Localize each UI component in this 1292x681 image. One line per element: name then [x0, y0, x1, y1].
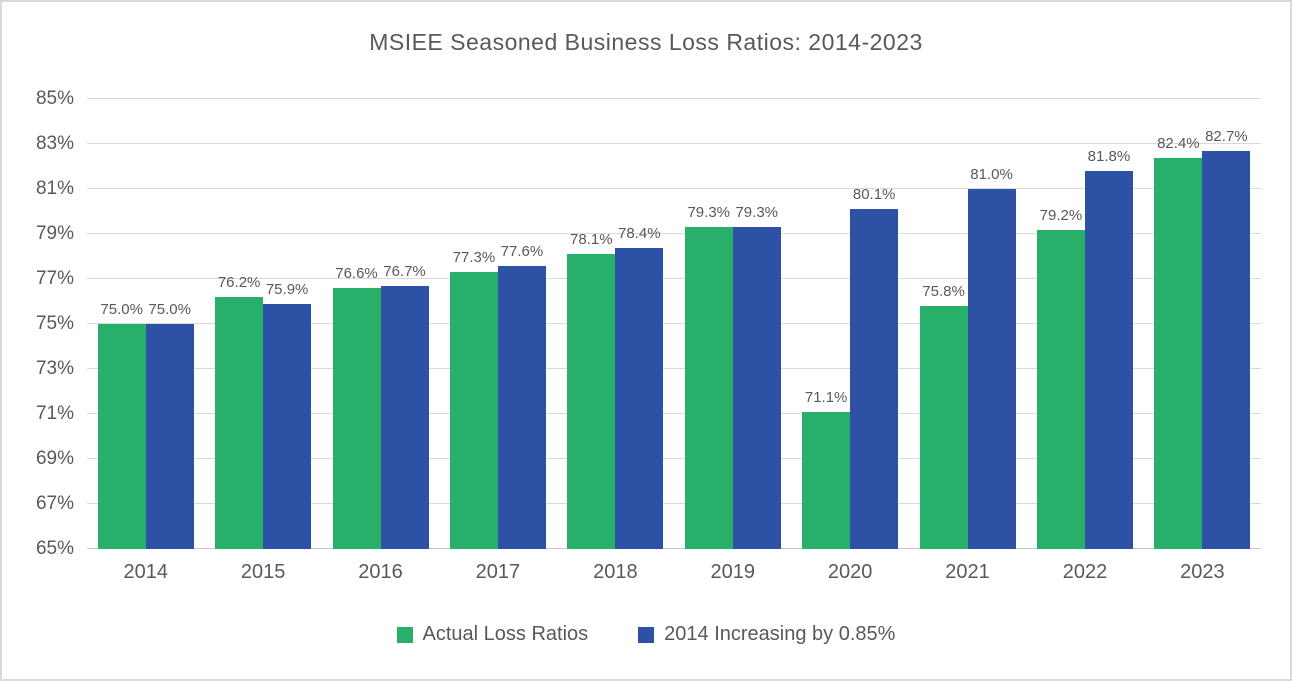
bar-value-label: 82.4% [1157, 134, 1200, 152]
bar: 76.7% [380, 263, 429, 549]
bar-value-label: 76.7% [383, 262, 426, 280]
bar-value-label: 79.3% [735, 204, 779, 222]
bar: 75.8% [919, 283, 968, 549]
legend-label: Actual Loss Ratios [422, 623, 589, 645]
bar-value-label: 77.3% [452, 249, 496, 267]
bar: 78.4% [615, 225, 664, 549]
bar-group-2017: 77.3% 77.6% [439, 99, 556, 549]
y-tick-label: 83% [35, 133, 74, 154]
legend-label: 2014 Increasing by 0.85% [664, 623, 896, 645]
y-axis: 65% 67% 69% 71% 73% 75% 77% 79% 81% 83% 85% [2, 88, 74, 559]
bar-value-label: 76.2% [217, 274, 261, 291]
bar-group-2019: 79.3% 79.3% [674, 99, 791, 549]
bar-group-2016: 76.6% 76.7% [322, 99, 439, 549]
bar: 81.8% [1084, 148, 1133, 549]
y-tick-label: 71% [35, 403, 74, 424]
x-tick-label: 2019 [710, 561, 755, 583]
bar: 79.3% [684, 204, 733, 549]
bar: 81.0% [967, 166, 1016, 549]
legend-item: 2014 Increasing by 0.85% [638, 623, 895, 646]
bar-value-label: 80.1% [852, 186, 896, 204]
bar-group-2014: 75.0% 75.0% [87, 99, 204, 549]
legend-swatch-icon [396, 626, 413, 643]
x-tick-label: 2018 [593, 561, 638, 583]
bar-value-label: 79.3% [687, 204, 731, 222]
bar-group-2020: 71.1% 80.1% [791, 99, 908, 549]
bar-value-label: 79.2% [1039, 206, 1083, 224]
bar: 76.6% [332, 265, 381, 549]
x-tick-label: 2022 [1062, 561, 1108, 583]
y-tick-label: 75% [35, 313, 74, 334]
gridline [87, 368, 1261, 369]
bar: 75.9% [263, 281, 312, 549]
plot-area: 75.0% 75.0% 76.2% 75.9% 76.6% 76.7% 77.3% 77.6%… [87, 98, 1261, 549]
bar-value-label: 76.6% [335, 265, 378, 282]
y-tick-label: 69% [35, 448, 74, 469]
gridline [87, 323, 1261, 324]
bar-value-label: 77.6% [500, 242, 544, 260]
x-tick-label: 2017 [475, 561, 521, 583]
bar-value-label: 71.1% [804, 388, 848, 406]
bar-group-2021: 75.8% 81.0% [909, 99, 1026, 549]
y-tick-label: 85% [35, 88, 74, 109]
legend-item: Actual Loss Ratios [396, 623, 589, 646]
bar-value-label: 75.9% [265, 280, 309, 298]
bar-group-2018: 78.1% 78.4% [557, 99, 674, 549]
x-tick-label: 2014 [123, 561, 168, 583]
bar: 71.1% [802, 389, 851, 549]
bar-groups: 75.0% 75.0% 76.2% 75.9% 76.6% 76.7% 77.3% 77.6%… [87, 99, 1261, 549]
y-tick-label: 67% [35, 493, 74, 514]
bar-value-label: 75.8% [922, 283, 965, 300]
bar-group-2015: 76.2% 75.9% [204, 99, 321, 549]
x-tick-label: 2015 [240, 561, 286, 583]
bar-value-label: 78.4% [618, 224, 661, 242]
x-tick-label: 2020 [827, 561, 873, 583]
bar: 82.4% [1154, 135, 1203, 549]
legend: Actual Loss Ratios 2014 Increasing by 0.8… [2, 623, 1290, 646]
gridline [87, 188, 1261, 189]
bar-group-2023: 82.4% 82.7% [1144, 99, 1261, 549]
y-tick-label: 79% [35, 223, 74, 244]
bar: 75.0% [145, 301, 194, 549]
y-tick-label: 81% [35, 178, 74, 199]
gridline [87, 458, 1261, 459]
bar: 79.2% [1036, 207, 1085, 549]
gridline [87, 548, 1261, 549]
x-tick-label: 2023 [1180, 561, 1225, 583]
bar-value-label: 75.0% [148, 301, 191, 318]
gridline [87, 143, 1261, 144]
bar-value-label: 75.0% [100, 301, 143, 318]
gridline [87, 413, 1261, 414]
bar-value-label: 82.7% [1205, 127, 1248, 145]
bar: 77.6% [497, 243, 546, 549]
bar: 80.1% [850, 186, 899, 549]
gridline [87, 233, 1261, 234]
x-tick-label: 2021 [945, 561, 990, 583]
gridline [87, 503, 1261, 504]
y-tick-label: 73% [35, 358, 74, 379]
bar: 79.3% [732, 204, 781, 549]
bar-value-label: 81.8% [1087, 148, 1131, 165]
bar: 76.2% [215, 274, 264, 549]
legend-swatch-icon [638, 626, 655, 643]
y-tick-label: 65% [35, 538, 74, 559]
bar-group-2022: 79.2% 81.8% [1026, 99, 1143, 549]
bar: 82.7% [1202, 128, 1251, 549]
gridline [87, 98, 1261, 99]
y-tick-label: 77% [35, 268, 74, 289]
bar-value-label: 78.1% [570, 231, 613, 249]
gridline [87, 278, 1261, 279]
bar: 75.0% [97, 301, 146, 549]
bar-value-label: 81.0% [970, 166, 1013, 183]
bar: 78.1% [567, 231, 616, 549]
x-tick-label: 2016 [358, 561, 403, 583]
bar: 77.3% [449, 249, 498, 549]
x-axis: 2014 2015 2016 2017 2018 2019 2020 2021 2022 2023 [87, 561, 1261, 584]
chart-title: MSIEE Seasoned Business Loss Ratios: 201… [369, 29, 923, 55]
